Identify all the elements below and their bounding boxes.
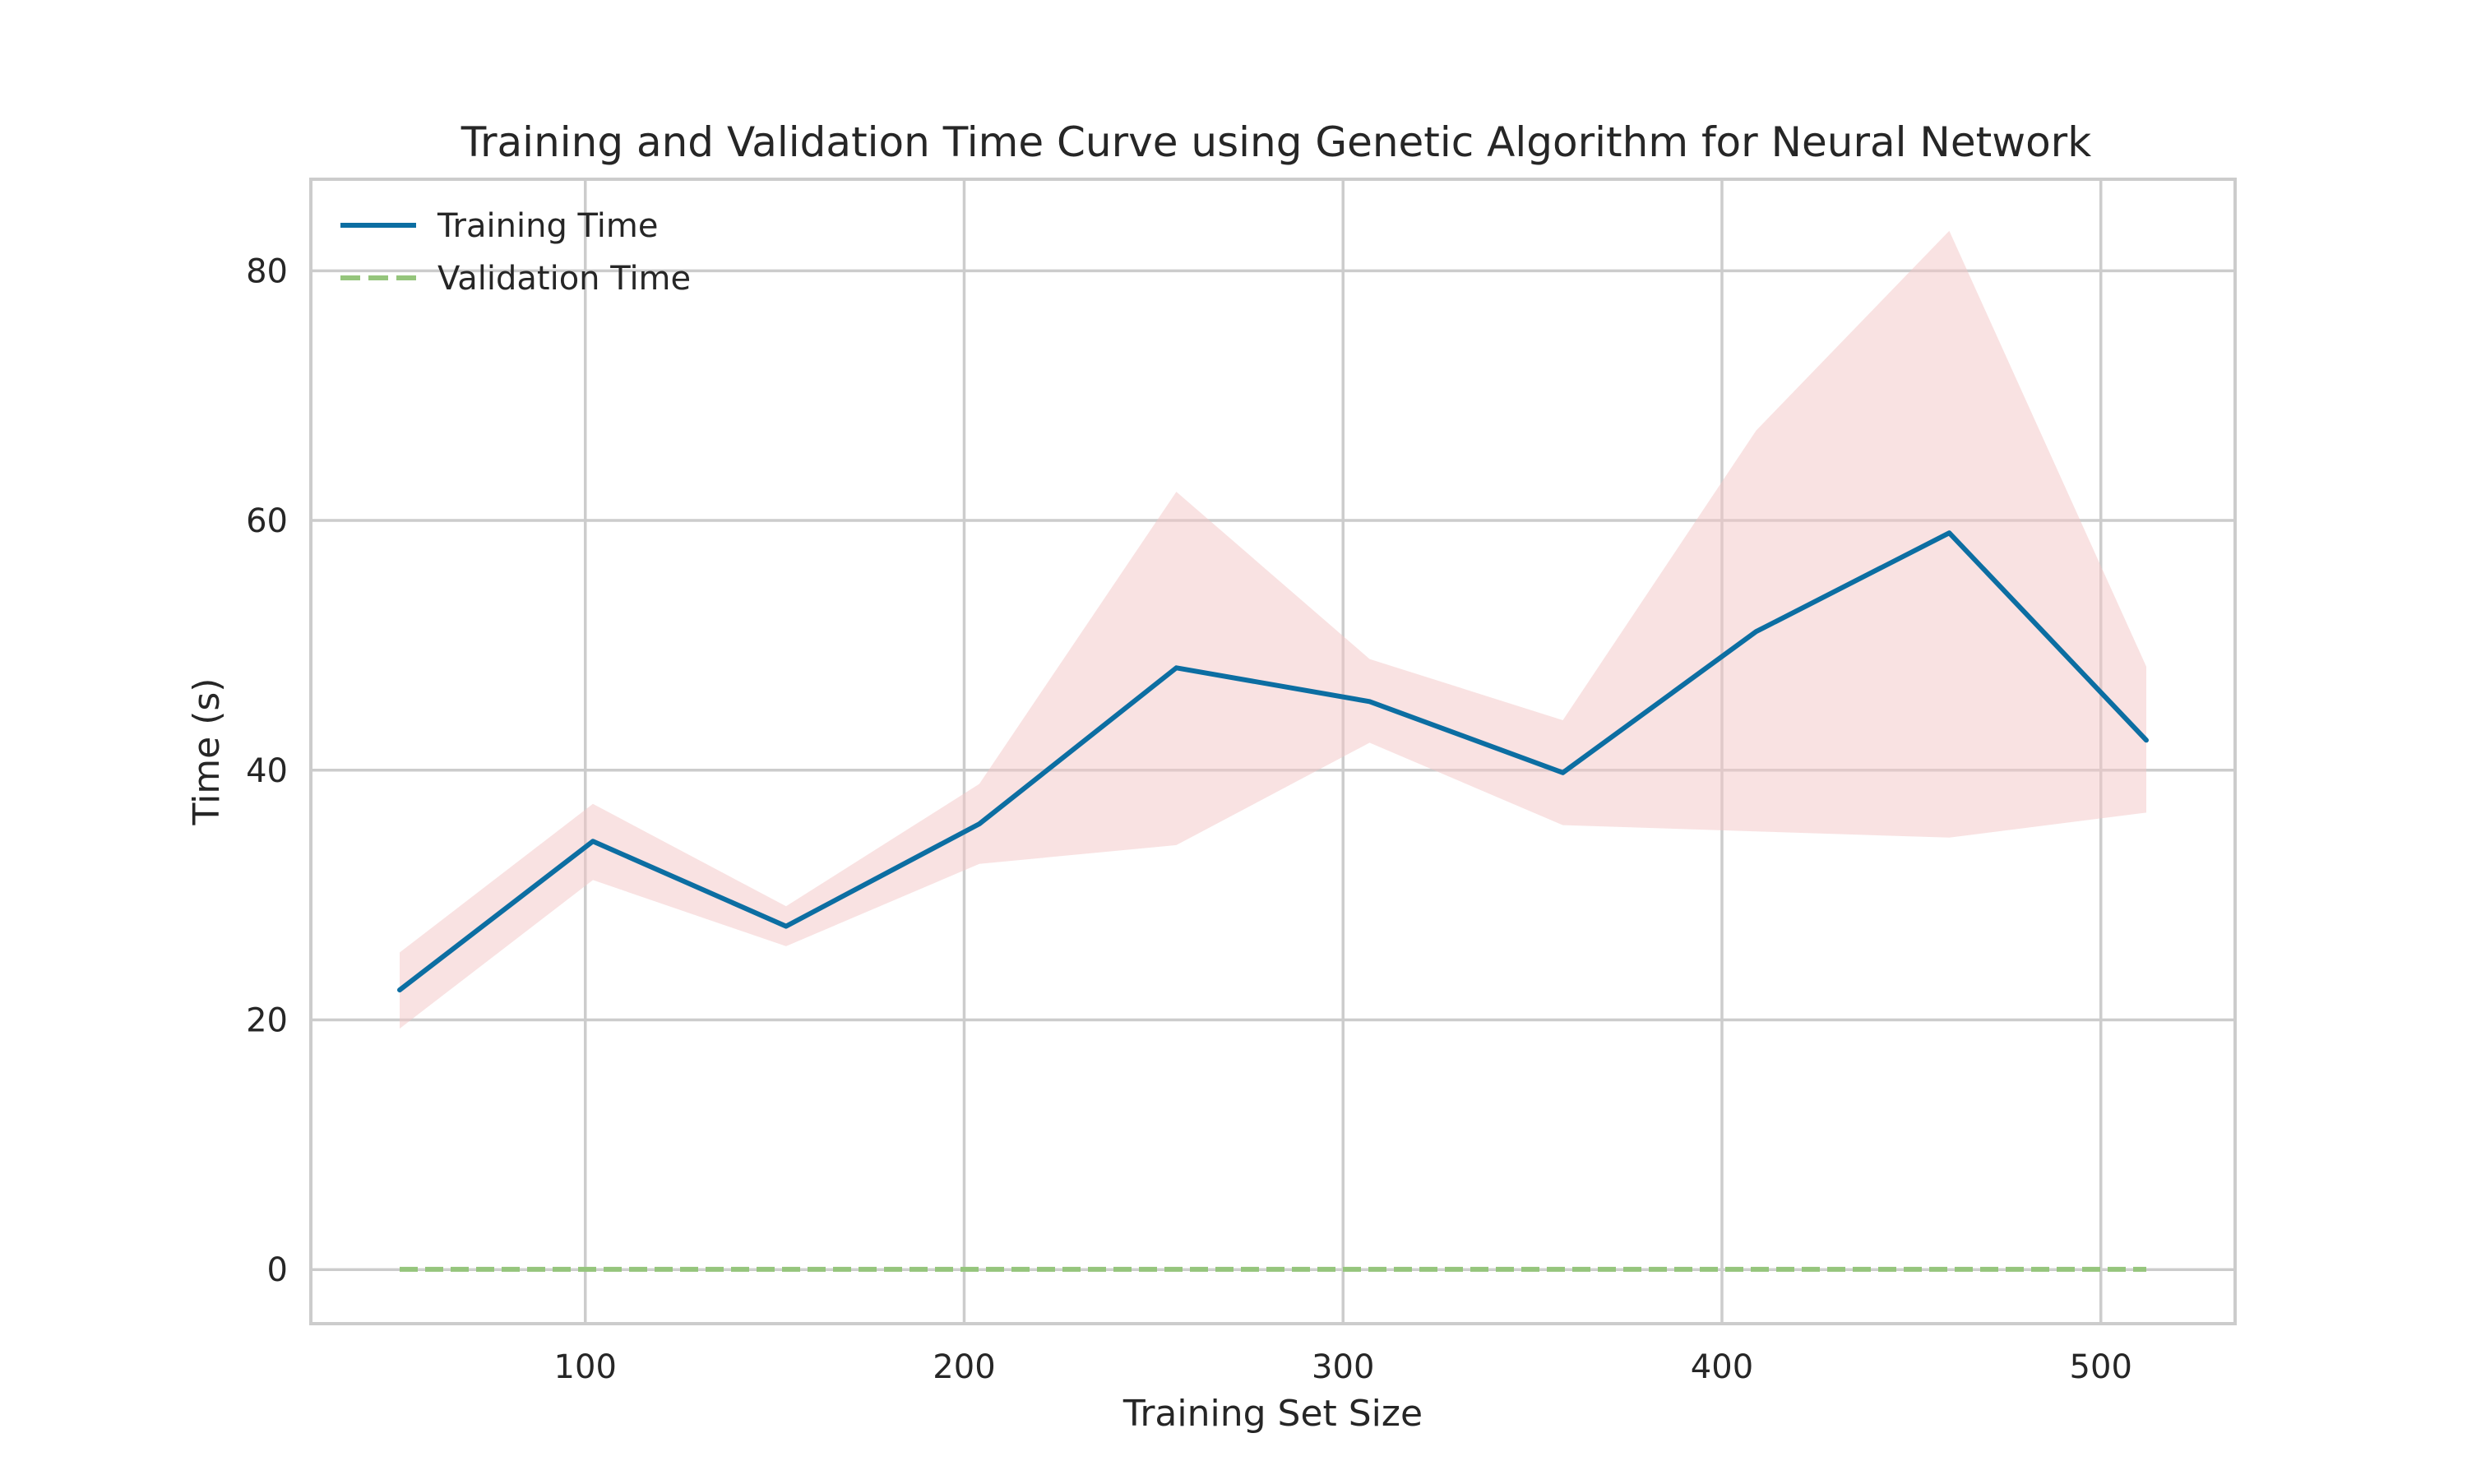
legend-label-validation-time: Validation Time bbox=[437, 260, 691, 298]
data-point-series-1 bbox=[2144, 1267, 2149, 1272]
data-point-series-0 bbox=[590, 839, 595, 844]
series-line-0 bbox=[397, 530, 2149, 993]
data-point-series-1 bbox=[1754, 1267, 1759, 1272]
data-point-series-0 bbox=[397, 987, 402, 992]
series-lines bbox=[397, 530, 2149, 1272]
data-point-series-0 bbox=[1368, 699, 1372, 704]
y-tick-label: 0 bbox=[267, 1251, 288, 1289]
data-point-series-1 bbox=[1368, 1267, 1372, 1272]
y-tick-label: 20 bbox=[246, 1001, 288, 1039]
chart-title: Training and Validation Time Curve using… bbox=[461, 118, 2091, 166]
data-point-series-1 bbox=[1561, 1267, 1566, 1272]
x-tick-label: 500 bbox=[2070, 1348, 2132, 1386]
x-tick-label: 400 bbox=[1691, 1348, 1753, 1386]
tick-labels: 100 200 300 400 500 0 20 40 60 80 bbox=[246, 252, 2132, 1386]
x-tick-label: 200 bbox=[933, 1348, 995, 1386]
data-point-series-0 bbox=[784, 924, 789, 929]
data-point-series-1 bbox=[977, 1267, 982, 1272]
data-point-series-0 bbox=[2144, 737, 2149, 742]
data-point-series-1 bbox=[1174, 1267, 1179, 1272]
data-point-series-0 bbox=[1946, 530, 1951, 535]
x-tick-label: 100 bbox=[554, 1348, 617, 1386]
data-point-series-0 bbox=[1754, 629, 1759, 634]
data-point-series-1 bbox=[784, 1267, 789, 1272]
data-point-series-1 bbox=[590, 1267, 595, 1272]
data-point-series-0 bbox=[1174, 665, 1179, 670]
x-tick-label: 300 bbox=[1312, 1348, 1374, 1386]
y-axis-label: Time (s) bbox=[186, 678, 228, 826]
x-axis-label: Training Set Size bbox=[1122, 1393, 1423, 1435]
data-point-series-1 bbox=[397, 1267, 402, 1272]
y-tick-label: 80 bbox=[246, 252, 288, 290]
legend: Training Time Validation Time bbox=[340, 207, 691, 298]
series-band-0 bbox=[400, 230, 2146, 1029]
plot-frame bbox=[309, 178, 2237, 1325]
data-point-series-1 bbox=[1946, 1267, 1951, 1272]
legend-label-training-time: Training Time bbox=[437, 207, 658, 245]
data-point-series-0 bbox=[977, 821, 982, 826]
y-tick-label: 40 bbox=[246, 752, 288, 790]
y-tick-label: 60 bbox=[246, 502, 288, 540]
data-point-series-0 bbox=[1561, 770, 1566, 775]
